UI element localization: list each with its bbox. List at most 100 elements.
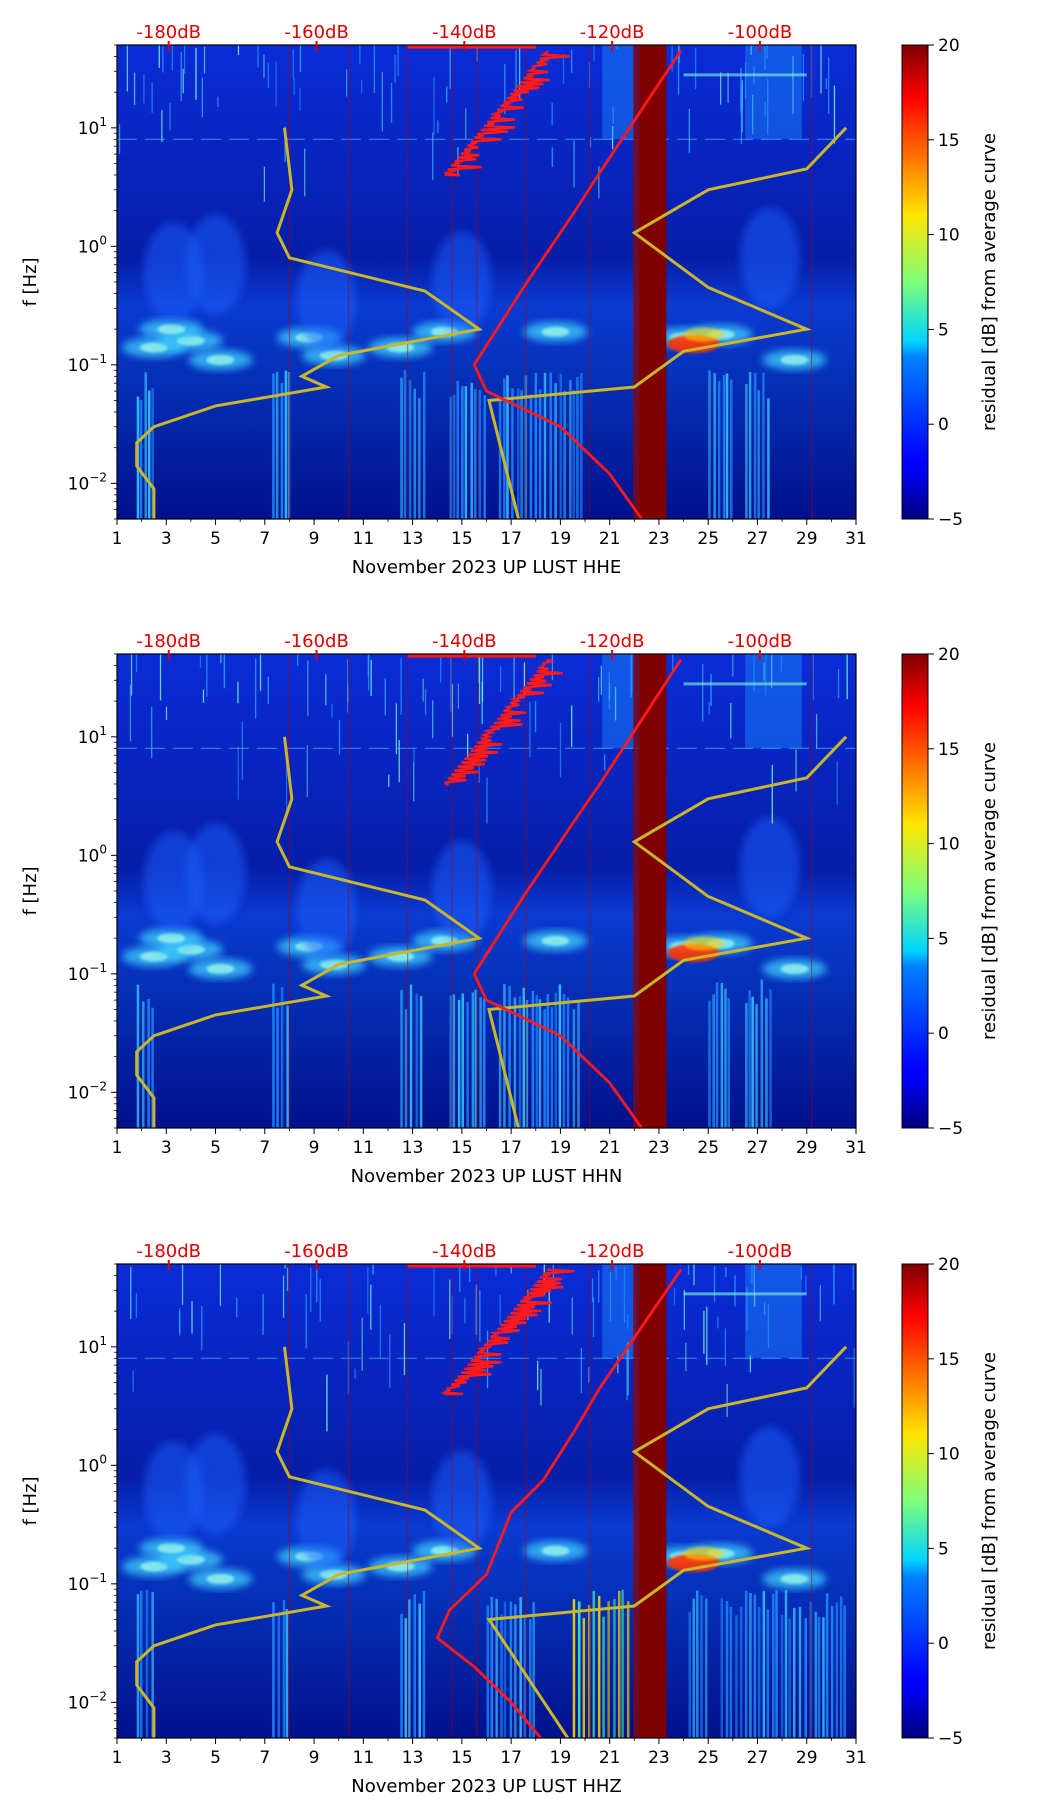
hf-streak — [203, 46, 206, 74]
hf-streak — [495, 1264, 497, 1277]
lowfreq-streak — [792, 1608, 796, 1738]
saturated-band — [639, 1264, 667, 1738]
hf-streak — [304, 148, 306, 197]
hf-streak — [534, 700, 537, 733]
lowfreq-streak — [151, 388, 154, 519]
hf-streak — [478, 654, 480, 684]
yellow-model-curve-right — [487, 126, 848, 519]
hf-streak — [395, 703, 398, 755]
hf-streak — [413, 762, 415, 802]
hf-streak — [346, 659, 349, 713]
hf-streak — [852, 1264, 854, 1290]
lowfreq-streak — [577, 1601, 581, 1738]
hf-streak — [720, 72, 722, 105]
hf-streak — [515, 50, 517, 98]
hf-streak — [201, 77, 204, 118]
lowfreq-streak — [543, 372, 547, 519]
hf-streak — [571, 705, 573, 747]
hf-streak — [593, 45, 595, 61]
hf-streak — [361, 1317, 363, 1371]
lowfreq-streak — [479, 997, 482, 1128]
hf-streak — [540, 1369, 542, 1406]
hf-streak — [604, 754, 606, 771]
hf-streak — [703, 1310, 705, 1354]
x-tick-label: 31 — [845, 1748, 867, 1768]
x-tick-label: 29 — [796, 1748, 818, 1768]
hf-streak — [184, 45, 186, 74]
lowfreq-streak — [529, 1619, 532, 1738]
diffuse-plume — [296, 859, 357, 960]
colorbar — [902, 1264, 928, 1738]
hf-streak — [562, 53, 565, 84]
lowfreq-streak — [503, 1601, 507, 1738]
lowfreq-streak — [720, 983, 724, 1128]
hf-streak — [730, 702, 732, 739]
hf-streak — [389, 1334, 391, 1389]
lowfreq-streak — [817, 1616, 821, 1738]
hotspot-halo — [683, 327, 724, 342]
diffuse-plume — [185, 214, 246, 315]
lowfreq-streak — [745, 1002, 748, 1128]
lowfreq-streak — [280, 987, 284, 1128]
colorbar-label: residual [dB] from average curve — [979, 1352, 1000, 1650]
lowfreq-streak — [753, 1594, 757, 1738]
hf-streak — [263, 54, 265, 78]
lowfreq-streak — [418, 1603, 421, 1738]
x-tick-label: 15 — [451, 529, 473, 549]
hf-streak — [223, 654, 225, 689]
hf-streak — [237, 45, 240, 56]
lowfreq-streak — [617, 1590, 621, 1738]
hf-streak — [598, 1270, 600, 1303]
colorbar-tick-label: 20 — [938, 36, 960, 56]
hf-streak — [752, 94, 754, 135]
x-tick-label: 5 — [210, 1748, 221, 1768]
lowfreq-streak — [717, 381, 721, 519]
hf-streak — [403, 1323, 406, 1376]
hf-streak — [573, 642, 574, 654]
top-db-label: -180dB — [136, 1241, 201, 1262]
lowfreq-streak — [700, 1595, 703, 1738]
lowfreq-streak — [506, 375, 509, 519]
hf-streak — [449, 48, 451, 89]
lowfreq-streak — [572, 1599, 576, 1738]
hf-streak — [683, 1289, 686, 1330]
hf-streak — [626, 1344, 628, 1401]
lowfreq-streak — [788, 1618, 791, 1738]
lowfreq-streak — [572, 1009, 576, 1128]
hf-streak — [753, 1264, 756, 1308]
x-tick-label: 11 — [353, 1138, 375, 1158]
hf-streak — [548, 1286, 550, 1323]
hf-streak — [195, 47, 197, 100]
lowfreq-streak — [461, 993, 465, 1128]
lowfreq-streak — [602, 1616, 605, 1738]
lowfreq-streak — [835, 1602, 839, 1738]
colorbar-tick-label: 0 — [938, 415, 949, 435]
hf-streak — [580, 1348, 583, 1394]
lowfreq-streak — [525, 1000, 529, 1128]
colorbar-tick-label: −5 — [938, 1729, 963, 1749]
y-axis-label: f [Hz] — [20, 866, 41, 915]
hf-streak — [263, 166, 266, 202]
hf-streak — [469, 1264, 471, 1282]
x-tick-label: 21 — [599, 1138, 621, 1158]
hf-streak — [504, 64, 506, 115]
hf-streak — [764, 47, 766, 70]
microseism-core — [206, 963, 235, 974]
hf-streak — [551, 654, 554, 681]
plot-area — [117, 642, 856, 1128]
x-tick-label: 13 — [402, 1748, 424, 1768]
lowfreq-streak — [517, 388, 520, 519]
red-psd-curve-hf — [444, 50, 570, 177]
x-tick-label: 19 — [550, 1138, 572, 1158]
hf-streak — [465, 108, 467, 139]
diffuse-plume — [739, 207, 800, 308]
lowfreq-streak — [744, 1590, 748, 1738]
lowfreq-streak — [769, 989, 772, 1128]
diffuse-plume — [296, 1469, 357, 1570]
hf-streak — [126, 45, 129, 92]
hf-streak — [464, 1298, 466, 1324]
colorbar-frame — [901, 44, 929, 520]
saturated-band-edge — [633, 45, 640, 519]
y-tick-label: 10−1 — [68, 352, 107, 376]
lowfreq-streak — [696, 1590, 699, 1738]
